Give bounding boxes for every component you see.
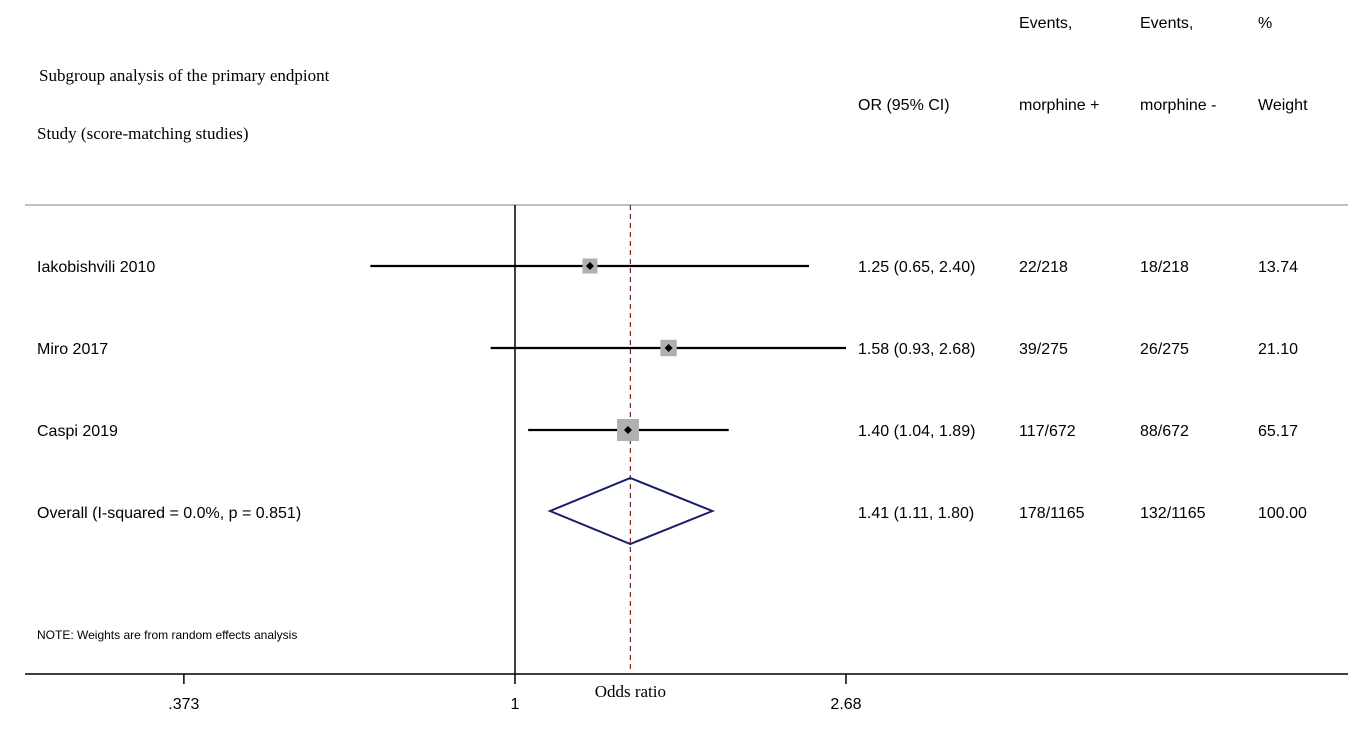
- or-value: 1.40 (1.04, 1.89): [858, 423, 975, 440]
- x-tick-label: 2.68: [830, 696, 861, 713]
- study-name: Caspi 2019: [37, 423, 118, 440]
- or-value: 1.58 (0.93, 2.68): [858, 341, 975, 358]
- or-column-header: OR (95% CI): [858, 97, 950, 114]
- overall-label: Overall (I-squared = 0.0%, p = 0.851): [37, 505, 301, 522]
- point-estimate-caspi-2019: [623, 426, 632, 434]
- x-tick-label: .373: [168, 696, 199, 713]
- events-plus-header-line1: Events,: [1019, 15, 1072, 32]
- study-rows: Iakobishvili 2010 1.25 (0.65, 2.40) 22/2…: [37, 258, 1307, 546]
- weight-value: 65.17: [1258, 423, 1298, 440]
- weight-value: 21.10: [1258, 341, 1298, 358]
- weight-value: 13.74: [1258, 259, 1298, 276]
- point-estimate-iakobishvili-2010: [585, 262, 594, 270]
- weight-header-line1: %: [1258, 15, 1272, 32]
- overall-row: Overall (I-squared = 0.0%, p = 0.851) 1.…: [37, 476, 1307, 546]
- study-row: Iakobishvili 2010 1.25 (0.65, 2.40) 22/2…: [37, 258, 1298, 276]
- study-name: Miro 2017: [37, 341, 108, 358]
- events-plus-header-line2: morphine +: [1019, 97, 1100, 114]
- plot-title: Subgroup analysis of the primary endpion…: [39, 66, 330, 85]
- overall-or-value: 1.41 (1.11, 1.80): [858, 505, 974, 522]
- events-minus-value: 26/275: [1140, 341, 1189, 358]
- overall-events-minus: 132/1165: [1140, 505, 1206, 522]
- events-plus-value: 22/218: [1019, 259, 1068, 276]
- x-axis-ticks: .373 1 2.68: [168, 674, 862, 713]
- x-tick-label: 1: [511, 696, 520, 713]
- study-name: Iakobishvili 2010: [37, 259, 155, 276]
- events-minus-header-line2: morphine -: [1140, 97, 1216, 114]
- overall-events-plus: 178/1165: [1019, 505, 1085, 522]
- weight-header-line2: Weight: [1258, 97, 1308, 114]
- study-column-header: Study (score-matching studies): [37, 124, 249, 143]
- study-row: Caspi 2019 1.40 (1.04, 1.89) 117/672 88/…: [37, 419, 1298, 441]
- events-plus-value: 117/672: [1019, 423, 1076, 440]
- overall-weight: 100.00: [1258, 505, 1307, 522]
- random-effects-note: NOTE: Weights are from random effects an…: [37, 628, 297, 642]
- overall-diamond: [547, 476, 716, 546]
- events-minus-header-line1: Events,: [1140, 15, 1193, 32]
- events-minus-value: 88/672: [1140, 423, 1189, 440]
- events-minus-value: 18/218: [1140, 259, 1189, 276]
- events-plus-value: 39/275: [1019, 341, 1068, 358]
- x-axis-label: Odds ratio: [595, 682, 666, 701]
- point-estimate-miro-2017: [664, 344, 673, 352]
- or-value: 1.25 (0.65, 2.40): [858, 259, 975, 276]
- study-row: Miro 2017 1.58 (0.93, 2.68) 39/275 26/27…: [37, 339, 1298, 358]
